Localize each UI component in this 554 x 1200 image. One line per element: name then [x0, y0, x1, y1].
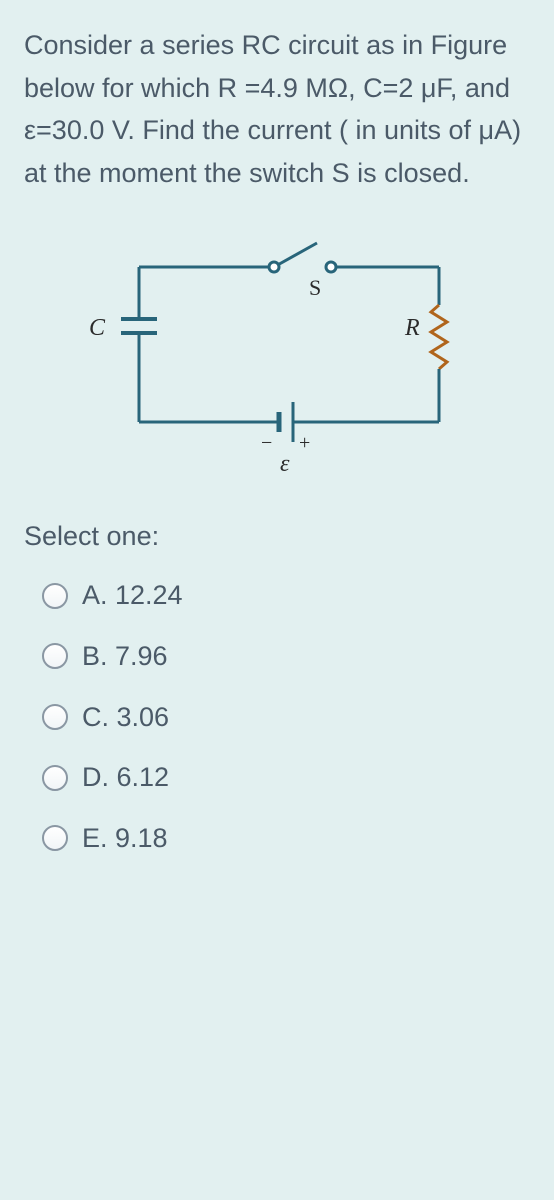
switch-node-left [269, 262, 279, 272]
emf-plus: + [299, 432, 310, 454]
switch-arm [274, 243, 317, 267]
option-label: E. 9.18 [82, 817, 168, 860]
resistor [431, 305, 447, 369]
circuit-figure: S C R − + ε [79, 227, 479, 477]
option-a[interactable]: A. 12.24 [42, 565, 534, 626]
resistor-label: R [404, 315, 420, 341]
option-label: A. 12.24 [82, 574, 183, 617]
select-one-label: Select one: [24, 515, 534, 558]
option-label: C. 3.06 [82, 696, 169, 739]
radio-icon [42, 765, 68, 791]
emf-minus: − [261, 432, 272, 454]
option-c[interactable]: C. 3.06 [42, 687, 534, 748]
option-e[interactable]: E. 9.18 [42, 808, 534, 869]
circuit-figure-wrap: S C R − + ε [24, 215, 534, 493]
capacitor-label: C [89, 315, 106, 341]
radio-icon [42, 825, 68, 851]
option-label: D. 6.12 [82, 756, 169, 799]
switch-label: S [309, 275, 321, 300]
option-d[interactable]: D. 6.12 [42, 747, 534, 808]
option-label: B. 7.96 [82, 635, 168, 678]
radio-icon [42, 704, 68, 730]
emf-label: ε [280, 451, 290, 477]
option-b[interactable]: B. 7.96 [42, 626, 534, 687]
radio-icon [42, 643, 68, 669]
options-list: A. 12.24 B. 7.96 C. 3.06 D. 6.12 E. 9.18 [24, 565, 534, 868]
question-text: Consider a series RC circuit as in Figur… [24, 24, 534, 195]
switch-node-right [326, 262, 336, 272]
radio-icon [42, 583, 68, 609]
